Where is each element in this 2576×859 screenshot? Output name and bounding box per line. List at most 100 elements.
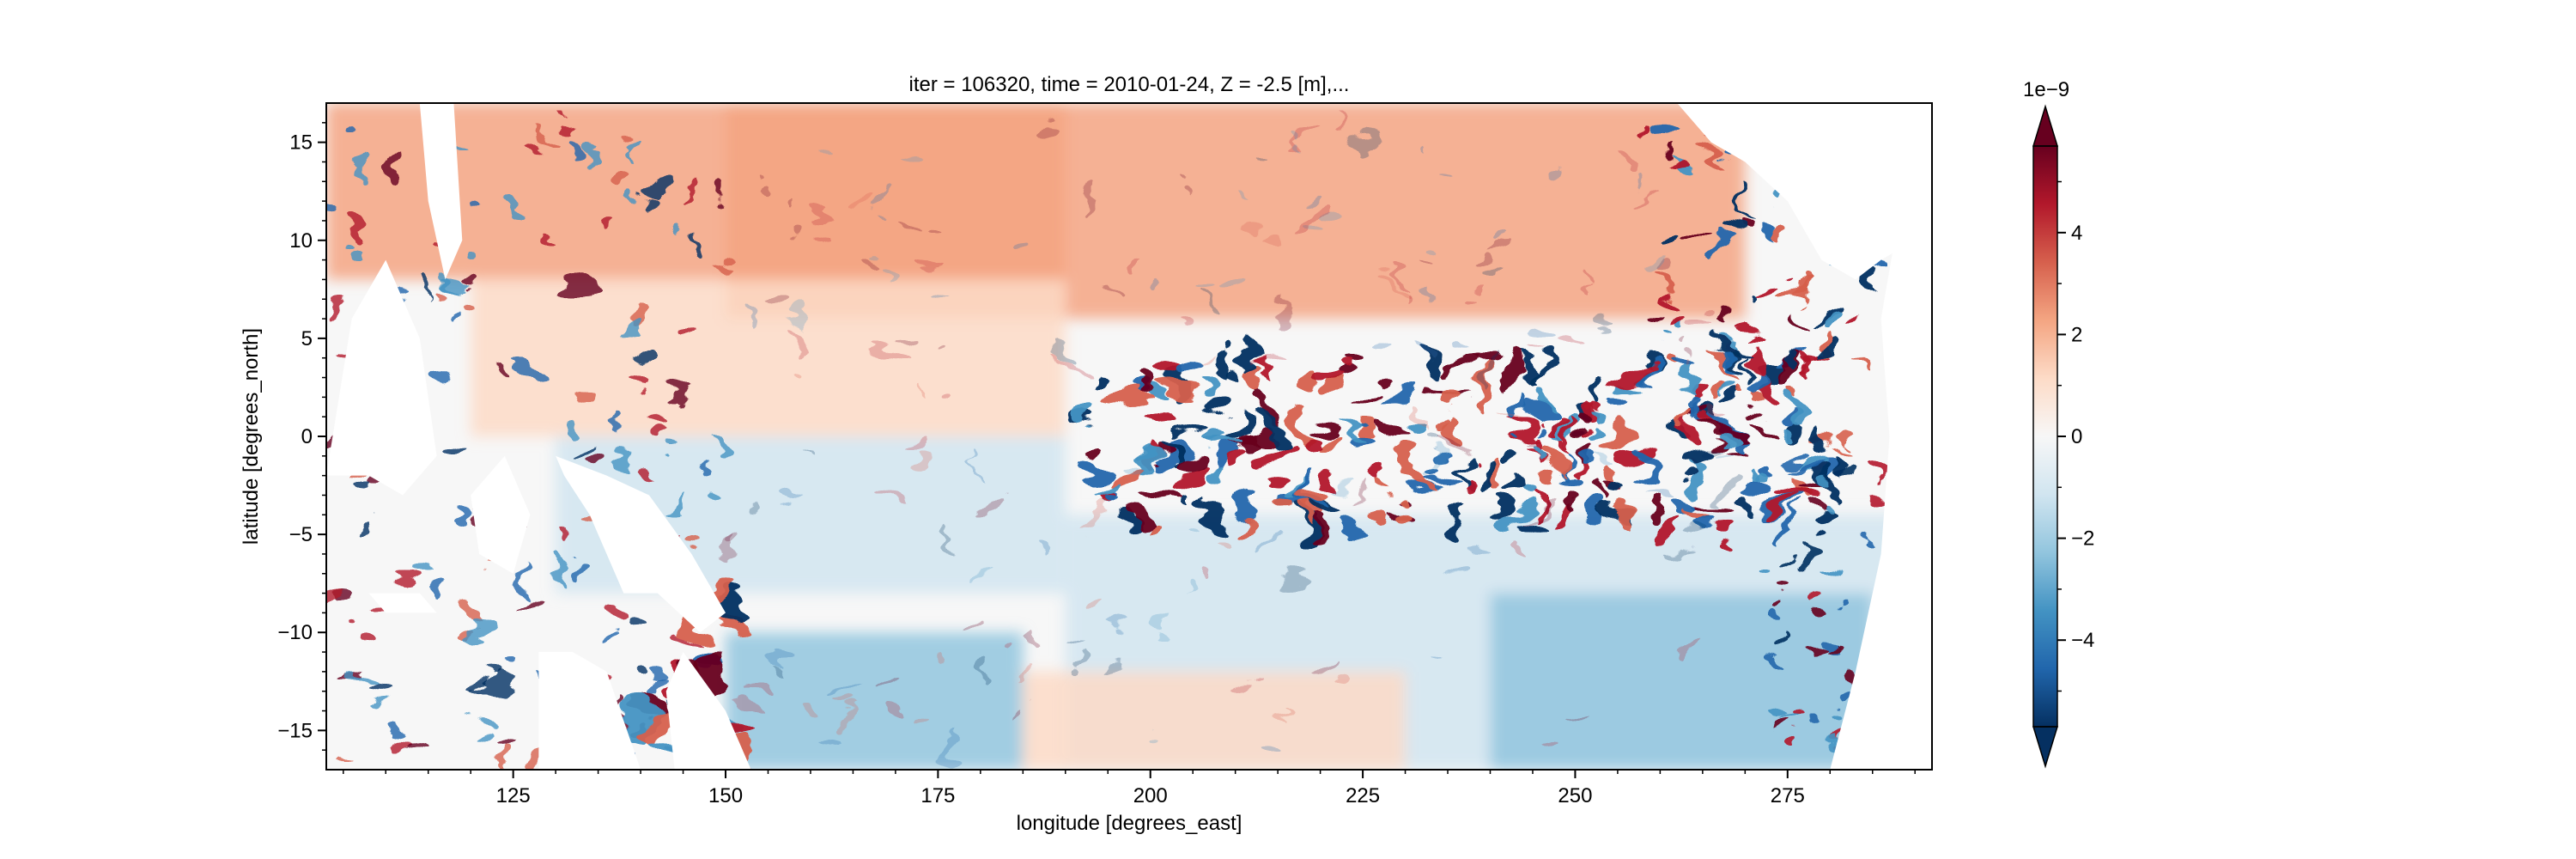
eddy [1763,659,1777,668]
eddy [1078,458,1118,474]
eddy [1185,497,1198,512]
eddy [1244,343,1263,382]
eddy [605,219,613,231]
eddy [1768,499,1794,515]
eddy [625,196,638,210]
eddy [574,398,592,411]
eddies [326,113,1886,770]
eddy [622,703,634,720]
eddy [1327,670,1345,678]
eddy [1077,648,1089,666]
eddy [1755,464,1777,482]
eddy [874,190,887,206]
eddy [1145,384,1161,396]
eddy [1056,639,1076,644]
eddy [1677,381,1702,402]
eddy [782,488,812,498]
eddy [560,533,570,544]
eddy [1745,332,1762,339]
eddy [1558,420,1574,450]
eddy [1585,505,1603,527]
eddy [689,533,702,545]
eddy [1485,237,1515,248]
eddy [1723,473,1738,500]
eddy [1545,474,1558,489]
eddy [1518,521,1552,534]
eddy [343,119,356,131]
eddy [1662,510,1685,544]
eddy [1230,515,1255,535]
eddy [1362,419,1388,438]
eddy [697,236,708,255]
eddy [1077,443,1092,456]
eddy [1230,412,1250,442]
eddy [681,226,690,245]
eddy [456,303,472,315]
eddy [1751,462,1765,484]
eddy [1522,507,1547,523]
eddy [562,423,577,433]
eddy [1297,432,1315,449]
eddy [1447,356,1471,375]
eddy [464,607,481,631]
eddy [1092,586,1113,609]
eddy [869,346,901,358]
eddy [1753,294,1765,311]
eddy [643,196,654,210]
chart-title: iter = 106320, time = 2010-01-24, Z = -2… [909,73,1350,96]
eddy [648,174,666,198]
eddy [1315,358,1344,374]
eddy [1664,331,1677,340]
eddy [1774,426,1789,444]
eddy [1682,646,1701,664]
eddy [839,709,859,721]
eddy [1807,584,1815,596]
eddy [945,384,956,393]
eddy [1120,508,1134,519]
eddy [1077,401,1103,423]
eddy [1726,210,1741,222]
eddy [1835,471,1850,486]
y-tick-label: 15 [289,131,313,155]
eddy [1720,390,1739,405]
eddy [1408,405,1429,430]
eddy [1465,357,1493,370]
eddy [1486,266,1501,276]
eddy [467,261,477,275]
eddy [575,448,599,463]
eddy [355,668,370,679]
eddy [1870,485,1886,495]
eddy [1473,463,1493,491]
eddy [1786,351,1797,369]
eddy [798,375,807,387]
y-tick-label: −5 [289,523,313,546]
eddy [1151,734,1161,745]
eddy [1149,631,1163,643]
eddy [1464,290,1480,302]
eddy [1715,447,1731,460]
eddy [1746,481,1775,497]
y-tick-label: −10 [277,621,313,644]
eddy [1431,450,1445,474]
eddy [1134,368,1153,392]
eddy [454,512,465,524]
eddy [1195,282,1212,291]
colorbar-gradient [2033,146,2057,727]
eddy [1216,444,1240,472]
eddy [1203,498,1225,529]
eddy [1686,362,1692,375]
eddy [1389,282,1404,296]
eddy [986,497,1004,509]
eddy [1656,229,1673,241]
landmass [1830,181,1932,770]
landmass [419,103,463,280]
field-region [1023,671,1406,770]
eddy [1141,516,1156,529]
landmass [556,455,726,633]
eddy [913,448,939,466]
eddy [979,655,988,685]
eddy [1706,227,1725,255]
eddy [1838,594,1848,605]
eddy [1170,463,1203,491]
eddy [1784,731,1801,748]
